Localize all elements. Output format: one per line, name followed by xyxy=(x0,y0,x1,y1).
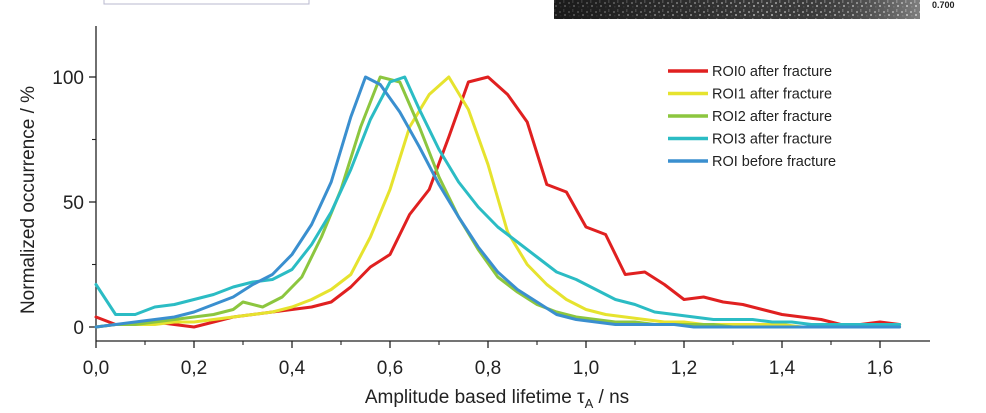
x-tick-label: 1,0 xyxy=(573,358,599,379)
series-line-2 xyxy=(94,75,902,329)
legend-label-4: ROI before fracture xyxy=(712,154,836,170)
micrograph-inset xyxy=(554,0,920,19)
y-axis-title: Normalized occurrence / % xyxy=(18,86,39,314)
series-line-4 xyxy=(94,75,902,329)
legend: ROI0 after fracture ROI1 after fracture RO… xyxy=(668,64,836,170)
x-axis-title-subscript: A xyxy=(585,396,594,411)
x-axis-title: Amplitude based lifetime τA / ns xyxy=(365,387,629,411)
legend-label-2: ROI2 after fracture xyxy=(712,109,832,125)
x-tick-label: 1,4 xyxy=(769,358,796,379)
plot-series xyxy=(94,75,902,329)
x-tick-label: 0,4 xyxy=(279,358,306,379)
y-tick-label: 100 xyxy=(52,68,84,89)
legend-label-1: ROI1 after fracture xyxy=(712,87,832,103)
x-tick-label: 1,2 xyxy=(671,358,697,379)
axes: 0,0 0,2 0,4 0,6 0,8 1,0 1,2 1,4 1,6 0 50 100 xyxy=(52,26,930,379)
x-tick-label: 0,8 xyxy=(475,358,501,379)
x-tick-label: 1,6 xyxy=(867,358,893,379)
inset-scale-value: 0.700 xyxy=(932,0,955,10)
legend-label-3: ROI3 after fracture xyxy=(712,132,832,148)
x-axis-title-unit: / ns xyxy=(593,387,629,408)
y-tick-label: 50 xyxy=(63,193,84,214)
x-tick-label: 0,6 xyxy=(377,358,403,379)
y-tick-label: 0 xyxy=(73,318,84,339)
series-line-3 xyxy=(94,75,902,326)
series-line-1 xyxy=(94,75,902,329)
x-tick-label: 0,2 xyxy=(181,358,207,379)
x-tick-label: 0,0 xyxy=(83,358,109,379)
cropped-box-fragment xyxy=(103,0,310,5)
legend-label-0: ROI0 after fracture xyxy=(712,64,832,80)
x-axis-title-main: Amplitude based lifetime τ xyxy=(365,387,585,408)
